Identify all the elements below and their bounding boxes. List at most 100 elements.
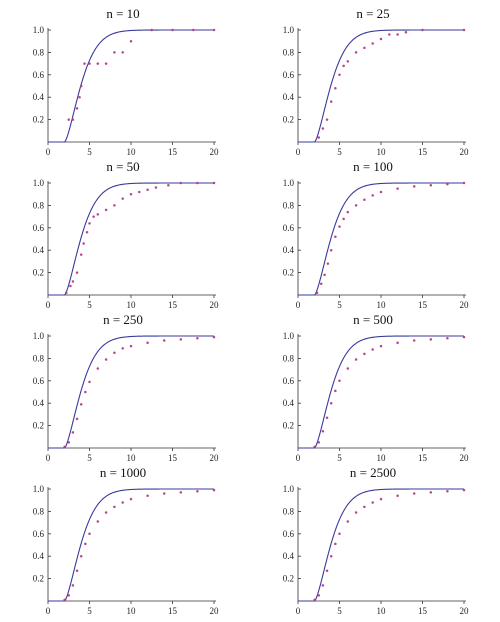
empirical-point (446, 336, 449, 340)
x-tick-label: 15 (418, 147, 428, 157)
x-tick-label: 20 (210, 300, 220, 310)
x-tick-label: 20 (460, 453, 470, 463)
chart-panel-n-1000: n = 1000 0.2 0.4 0.6 0.8 1.0 0 5 10 15 20 (18, 465, 228, 616)
theoretical-cdf-line (298, 29, 464, 143)
empirical-point (371, 501, 374, 504)
y-tick-label: 0.8 (33, 47, 45, 57)
theoretical-cdf-line (48, 335, 214, 449)
empirical-point (75, 569, 79, 573)
empirical-point (346, 60, 350, 63)
y-tick-label: 1.0 (283, 178, 295, 188)
empirical-point (462, 335, 466, 339)
x-tick-label: 0 (46, 606, 51, 616)
empirical-point (69, 284, 72, 288)
empirical-point (363, 352, 366, 356)
empirical-point (462, 181, 466, 185)
empirical-point (79, 403, 83, 406)
x-tick-label: 0 (296, 147, 301, 157)
x-tick-label: 0 (46, 453, 51, 463)
empirical-point (79, 253, 83, 256)
empirical-point (104, 358, 108, 361)
chart-panel-n-250: n = 250 0.2 0.4 0.6 0.8 1.0 0 5 10 15 20 (18, 312, 228, 463)
empirical-point (371, 42, 374, 45)
empirical-point (104, 208, 108, 212)
empirical-point (150, 28, 153, 32)
theoretical-cdf-line (48, 182, 214, 296)
y-tick-label: 0.4 (283, 551, 295, 561)
empirical-point (363, 198, 366, 202)
x-tick-label: 0 (296, 300, 301, 310)
empirical-point (67, 441, 70, 444)
empirical-point (104, 62, 108, 65)
empirical-point (338, 73, 341, 77)
empirical-point (429, 338, 433, 341)
empirical-point (96, 520, 100, 523)
empirical-point (146, 494, 149, 497)
empirical-point (212, 335, 216, 339)
panel-title: n = 100 (353, 159, 393, 174)
empirical-point (63, 598, 66, 602)
empirical-point (113, 351, 116, 355)
x-tick-label: 5 (337, 453, 342, 463)
empirical-point (446, 489, 449, 493)
empirical-point (88, 532, 91, 536)
panel-title: n = 500 (353, 312, 393, 327)
empirical-point (342, 64, 345, 68)
empirical-point (363, 46, 366, 50)
empirical-point (63, 445, 66, 449)
empirical-point (129, 344, 133, 348)
empirical-point (326, 262, 330, 265)
empirical-point (84, 390, 87, 394)
x-tick-label: 5 (337, 147, 342, 157)
x-tick-label: 10 (127, 300, 137, 310)
y-tick-label: 0.2 (33, 115, 44, 125)
y-tick-label: 0.8 (283, 200, 295, 210)
empirical-point (138, 190, 141, 194)
y-tick-label: 0.2 (33, 268, 44, 278)
y-tick-label: 0.8 (33, 353, 45, 363)
empirical-point (421, 28, 424, 32)
empirical-point (113, 505, 116, 509)
empirical-point (154, 186, 158, 189)
x-tick-label: 10 (377, 453, 387, 463)
chart-svg: 0.2 0.4 0.6 0.8 1.0 0 5 10 15 20 (33, 25, 220, 157)
y-tick-label: 0.4 (283, 245, 295, 255)
empirical-point (354, 358, 358, 361)
empirical-point (88, 380, 91, 384)
empirical-point (113, 51, 116, 54)
empirical-point (313, 445, 316, 449)
empirical-point (334, 86, 337, 90)
empirical-point (67, 594, 70, 597)
empirical-point (212, 28, 216, 32)
empirical-point (71, 431, 75, 434)
empirical-point (71, 584, 75, 587)
x-tick-label: 15 (168, 300, 178, 310)
y-tick-label: 0.4 (33, 398, 45, 408)
empirical-point (171, 28, 174, 32)
empirical-point (388, 33, 391, 36)
x-tick-label: 15 (168, 453, 178, 463)
y-tick-label: 1.0 (33, 331, 45, 341)
y-tick-label: 0.4 (33, 551, 45, 561)
x-tick-label: 0 (296, 606, 301, 616)
y-tick-label: 0.6 (283, 223, 295, 233)
y-tick-label: 0.6 (33, 529, 45, 539)
empirical-point (338, 379, 341, 383)
empirical-point (412, 339, 416, 342)
chart-svg: 0.2 0.4 0.6 0.8 1.0 0 5 10 15 20 (33, 178, 220, 310)
theoretical-cdf-line (298, 488, 464, 602)
panel-title: n = 25 (356, 6, 390, 21)
x-tick-label: 20 (460, 606, 470, 616)
x-tick-label: 5 (87, 300, 92, 310)
y-tick-label: 0.8 (33, 200, 45, 210)
y-tick-label: 0.4 (283, 398, 295, 408)
empirical-point (121, 51, 124, 54)
y-tick-label: 0.4 (283, 92, 295, 102)
chart-panel-n-500: n = 500 0.2 0.4 0.6 0.8 1.0 0 5 10 15 20 (268, 312, 478, 463)
empirical-point (121, 347, 124, 350)
x-tick-label: 20 (210, 147, 220, 157)
x-tick-label: 15 (418, 453, 428, 463)
empirical-point (379, 497, 383, 501)
empirical-point (129, 39, 133, 43)
empirical-point (146, 341, 149, 344)
